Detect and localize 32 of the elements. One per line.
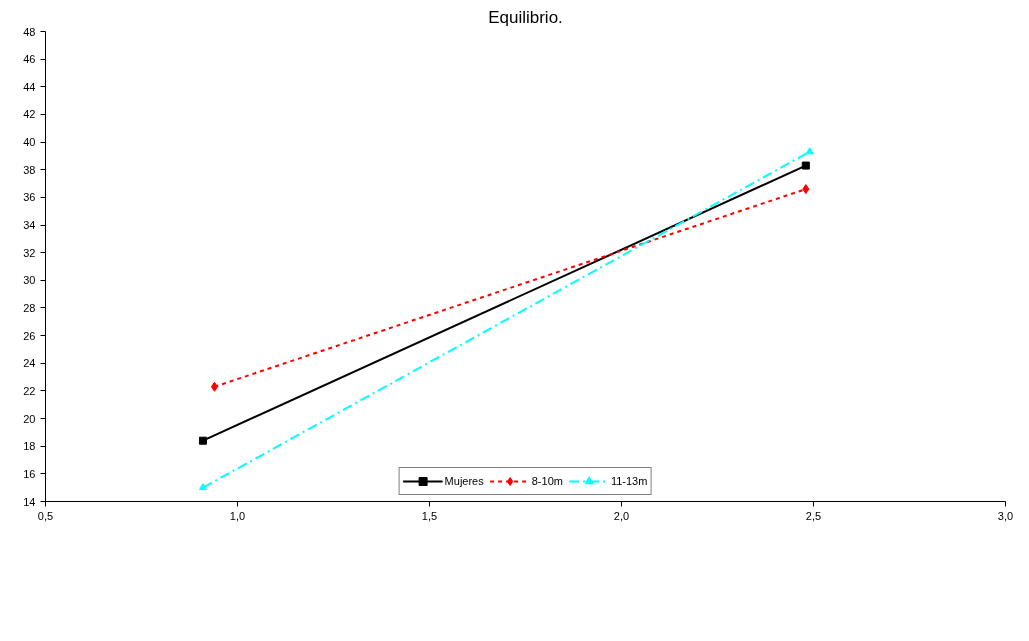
point [802, 184, 810, 195]
x-tick-label: 1,5 [421, 509, 438, 522]
y-tick-label: 18 [23, 440, 36, 453]
y-tick-label: 48 [23, 25, 36, 38]
legend-label: 8-10m [531, 475, 563, 487]
y-tick-label: 14 [23, 495, 36, 508]
y-tick-label: 34 [23, 219, 36, 232]
y-tick-label: 28 [23, 301, 36, 314]
x-tick-label: 2,5 [805, 509, 822, 522]
y-tick-label: 46 [23, 53, 36, 66]
y-tick-label: 40 [23, 136, 36, 149]
y-tick-label: 42 [23, 108, 36, 121]
y-tick-label: 32 [23, 246, 36, 259]
x-tick-label: 0,5 [37, 509, 54, 522]
y-tick-label: 20 [23, 412, 36, 425]
y-tick-label: 26 [23, 329, 36, 342]
y-tick-label: 30 [23, 274, 36, 287]
x-tick-label: 3,0 [997, 509, 1014, 522]
point [801, 161, 810, 170]
legend-label: Mujeres [444, 475, 484, 487]
chart-title: Equilibrio. [488, 7, 563, 27]
y-tick-label: 16 [23, 467, 36, 480]
legend-label: 11-13m [610, 475, 648, 487]
point [210, 381, 218, 392]
point [198, 436, 207, 445]
y-tick-label: 44 [23, 80, 36, 93]
x-tick-label: 2,0 [613, 509, 630, 522]
y-tick-label: 24 [23, 357, 36, 370]
y-tick-label: 38 [23, 163, 36, 176]
x-tick-label: 1,0 [229, 509, 246, 522]
y-tick-label: 36 [23, 191, 36, 204]
y-tick-label: 22 [23, 384, 36, 397]
